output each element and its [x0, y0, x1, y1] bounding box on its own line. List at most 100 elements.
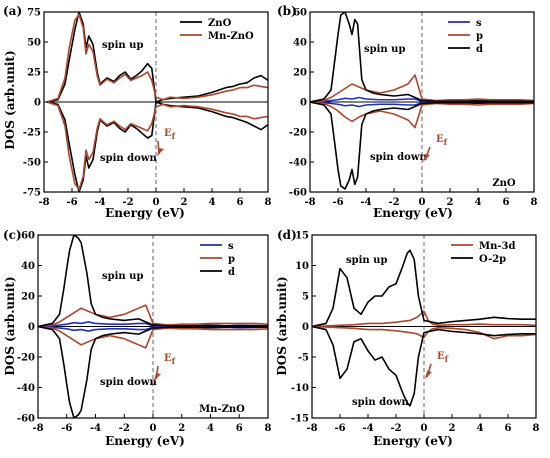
x-tick-label: -6 [66, 197, 77, 208]
panel-d: -8 -6 -4 -2 0 2 4 6 8 -15 -10 -5 0 5 10 15(d) Energy (eV… [275, 228, 540, 448]
fermi-energy-label: Ef [436, 134, 448, 147]
spin-down-label: spin down [100, 377, 157, 388]
series-line-mn-3d [312, 310, 536, 328]
x-tick-label: 0 [150, 423, 157, 434]
y-axis-label: DOS (arb.unit) [3, 276, 17, 375]
fermi-energy-label: Ef [164, 128, 176, 141]
spin-up-label: spin up [102, 40, 143, 51]
y-tick-label: 20 [21, 292, 35, 303]
y-tick-label: 0 [28, 322, 35, 333]
x-tick-label: 8 [265, 423, 272, 434]
x-tick-label: -4 [362, 423, 373, 434]
legend-label: p [476, 31, 483, 42]
panel-letter: (c) [3, 228, 22, 242]
y-tick-label: 75 [27, 8, 41, 19]
x-tick-label: -4 [360, 197, 371, 208]
y-tick-label: 40 [21, 261, 35, 272]
legend-label: Mn-3d [479, 241, 515, 252]
y-tick-label: -20 [289, 128, 307, 139]
series-line-o-2p [312, 249, 536, 328]
fermi-energy-label: Ef [437, 351, 449, 364]
series-line-zno [46, 12, 268, 103]
x-tick-label: 6 [236, 423, 243, 434]
x-tick-label: -6 [61, 423, 72, 434]
y-tick-label: -40 [289, 158, 307, 169]
series-line-p [38, 304, 268, 328]
y-tick-label: -10 [291, 383, 309, 394]
y-tick-label: -50 [23, 158, 41, 169]
x-tick-label: -4 [90, 423, 101, 434]
y-tick-label: 15 [295, 231, 309, 242]
x-tick-label: -6 [334, 423, 345, 434]
legend-label: ZnO [208, 18, 232, 29]
panel-tag: Mn-ZnO [199, 404, 245, 415]
y-tick-label: -60 [17, 414, 35, 425]
x-tick-label: 8 [533, 423, 540, 434]
legend-label: O-2p [479, 254, 506, 265]
x-tick-label: -8 [32, 423, 43, 434]
y-tick-label: 10 [295, 261, 309, 272]
x-tick-label: 0 [153, 197, 160, 208]
x-tick-label: 2 [178, 423, 185, 434]
x-tick-label: 6 [505, 423, 512, 434]
x-tick-label: -4 [94, 197, 105, 208]
x-tick-label: 2 [181, 197, 188, 208]
spin-up-label: spin up [364, 44, 405, 55]
panel-letter: (b) [277, 4, 297, 18]
series-line-mn-zno [46, 13, 268, 103]
legend-label: s [476, 18, 482, 29]
y-tick-label: -60 [289, 188, 307, 199]
x-tick-label: 4 [207, 423, 214, 434]
x-tick-label: -8 [306, 423, 317, 434]
x-tick-label: 6 [237, 197, 244, 208]
x-tick-label: 4 [477, 423, 484, 434]
x-tick-label: 8 [265, 197, 272, 208]
legend-label: s [228, 241, 234, 252]
spin-down-label: spin down [352, 397, 409, 408]
x-tick-label: 4 [475, 197, 482, 208]
y-tick-label: -40 [17, 383, 35, 394]
x-tick-label: 2 [449, 423, 456, 434]
x-tick-label: -6 [332, 197, 343, 208]
x-tick-label: -2 [119, 423, 130, 434]
panel-a: -8 -6 -4 -2 0 2 4 6 8 -75 -50 -25 0 25 50 75 (a) Energy (… [3, 4, 272, 220]
x-tick-label: -8 [304, 197, 315, 208]
fermi-arrow-head [157, 148, 164, 156]
y-axis-label: DOS (arb.unit) [3, 50, 17, 149]
fermi-energy-label: Ef [164, 353, 176, 366]
x-tick-label: -2 [390, 423, 401, 434]
series-line-p [310, 74, 534, 103]
y-tick-label: -15 [291, 414, 309, 425]
panel-tag: ZnO [492, 178, 516, 189]
x-axis-label: Energy (eV) [373, 206, 453, 220]
y-tick-label: 60 [293, 8, 307, 19]
spin-up-label: spin up [346, 255, 387, 266]
series-line-d [38, 235, 268, 328]
series-line-mirror-4 [310, 101, 534, 129]
spin-down-label: spin down [370, 152, 427, 163]
x-tick-label: 8 [531, 197, 538, 208]
y-tick-label: 40 [293, 38, 307, 49]
x-tick-label: -2 [122, 197, 133, 208]
spin-down-label: spin down [100, 153, 157, 164]
x-tick-label: -8 [38, 197, 49, 208]
x-tick-label: -2 [388, 197, 399, 208]
y-tick-label: 5 [302, 292, 309, 303]
x-axis-label: Energy (eV) [105, 434, 185, 448]
y-tick-label: 50 [27, 38, 41, 49]
y-tick-label: -25 [23, 128, 41, 139]
panel-letter: (a) [3, 4, 22, 18]
legend-label: p [228, 254, 235, 265]
spin-up-label: spin up [102, 271, 143, 282]
series-line-mirror-3 [312, 325, 536, 407]
x-tick-label: 4 [209, 197, 216, 208]
y-tick-label: 0 [302, 322, 309, 333]
y-tick-label: -20 [17, 353, 35, 364]
series-line-d [310, 12, 534, 103]
y-tick-label: 0 [300, 98, 307, 109]
y-tick-label: -75 [23, 188, 41, 199]
y-tick-label: 0 [34, 98, 41, 109]
